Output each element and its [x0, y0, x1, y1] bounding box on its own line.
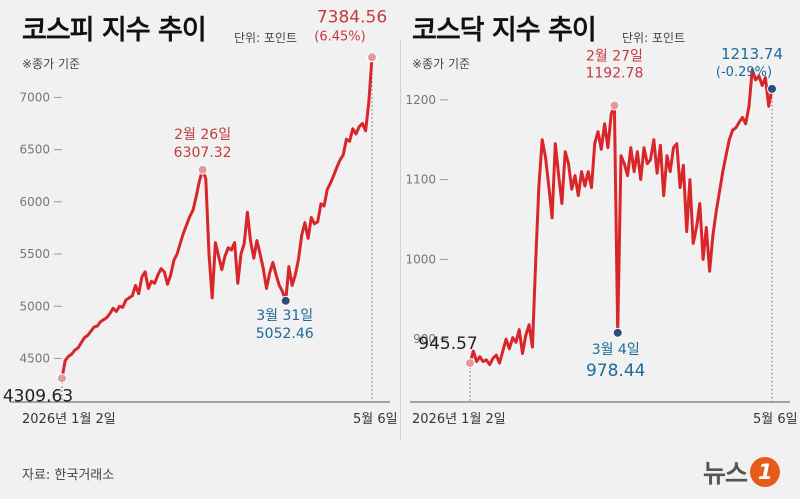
- kospi-panel: 코스피 지수 추이 단위: 포인트 ※종가 기준 4500 5000 5500 600…: [0, 0, 400, 440]
- annotation-change-label: (-0.29%): [716, 65, 772, 80]
- x-start-label: 2026년 1월 2일: [412, 412, 506, 427]
- y-tick-label: 1200: [405, 93, 436, 107]
- annotation-value-label: 1192.78: [585, 66, 643, 82]
- annotation-value-label: 4309.63: [3, 386, 73, 406]
- annotation-dot: [767, 83, 777, 94]
- annotation-value-label: 7384.56: [317, 7, 387, 27]
- kospi-unit: 단위: 포인트: [234, 31, 298, 45]
- logo-text: 뉴스: [702, 459, 748, 488]
- y-tick-label: 6500: [19, 143, 50, 157]
- panel-divider: [400, 40, 401, 440]
- x-start-label: 2026년 1월 2일: [22, 412, 116, 427]
- kosdaq-title: 코스닥 지수 추이: [412, 15, 597, 46]
- y-tick-label: 1100: [405, 173, 436, 187]
- annotation-date-label: 3월 31일: [256, 308, 313, 324]
- y-tick-label: 4500: [19, 351, 50, 365]
- series-line: [60, 55, 374, 380]
- logo-mark-text: 1: [758, 460, 773, 484]
- annotation-value-label: 978.44: [586, 361, 645, 381]
- source-note: 자료: 한국거래소: [22, 468, 115, 483]
- annotation-dot: [612, 327, 623, 338]
- x-end-label: 5월 6일: [353, 412, 398, 427]
- y-tick-label: 5500: [19, 247, 50, 261]
- annotation-dot: [197, 164, 208, 175]
- annotation-value-label: 6307.32: [174, 145, 232, 161]
- annotation-date-label: 2월 26일: [174, 127, 231, 143]
- y-tick-label: 7000: [19, 90, 50, 104]
- x-end-label: 5월 6일: [753, 412, 798, 427]
- y-tick-label: 900: [413, 332, 436, 346]
- y-tick-label: 6000: [19, 195, 50, 209]
- news1-logo: 뉴스 1: [703, 455, 780, 489]
- kosdaq-unit: 단위: 포인트: [622, 31, 686, 45]
- annotation-dot: [280, 295, 291, 306]
- annotation-value-label: 945.57: [418, 334, 477, 354]
- annotation-dot: [57, 373, 67, 384]
- series-line: [468, 68, 774, 367]
- y-tick-label: 1000: [405, 252, 436, 266]
- logo-mark: 1: [750, 457, 780, 487]
- annotation-value-label: 1213.74: [721, 45, 783, 63]
- annotation-value-label: 5052.46: [256, 326, 314, 342]
- kosdaq-line-chart: 900 1000 1100 1200 2026년 1월 2일 5월 6일 945.57 2월 …: [405, 45, 798, 427]
- kospi-basis-note: ※종가 기준: [22, 57, 81, 71]
- annotation-date-label: 2월 27일: [586, 49, 643, 65]
- annotation-dot: [609, 100, 620, 111]
- kospi-title: 코스피 지수 추이: [22, 15, 207, 46]
- annotation-dot: [465, 358, 475, 369]
- kosdaq-panel: 코스닥 지수 추이 단위: 포인트 ※종가 기준 900 1000 1100 1200…: [400, 0, 800, 440]
- annotation-date-label: 3월 4일: [592, 342, 640, 358]
- kospi-line-chart: 4500 5000 5500 6000 6500 7000 2026년 1월 2일 5월 6일…: [3, 7, 398, 427]
- annotation-change-label: (6.45%): [314, 29, 365, 44]
- kosdaq-basis-note: ※종가 기준: [412, 57, 471, 71]
- annotation-dot: [367, 52, 377, 63]
- y-tick-label: 5000: [19, 299, 50, 313]
